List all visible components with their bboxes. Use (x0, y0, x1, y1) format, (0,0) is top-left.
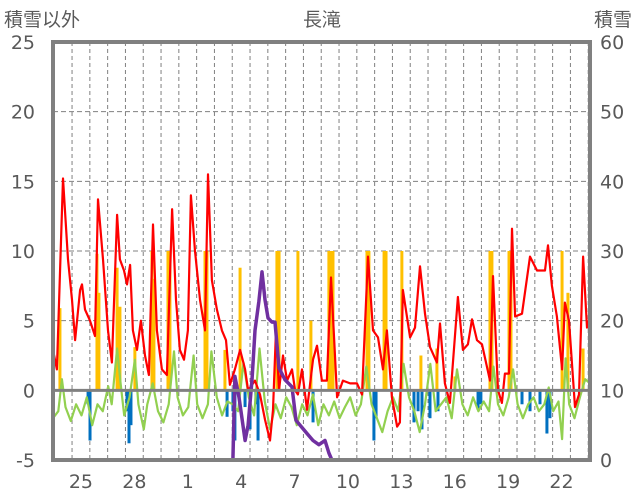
orange-bar (560, 251, 564, 391)
orange-bar (275, 251, 279, 391)
x-tick-label: 10 (336, 471, 360, 493)
plot-frame (51, 40, 592, 462)
orange-bar (365, 251, 369, 391)
gridlines (53, 42, 590, 460)
x-tick-label: 28 (122, 471, 146, 493)
right-tick-label: 20 (600, 311, 624, 333)
x-tick-label: 1 (182, 471, 194, 493)
right-tick-label: 60 (600, 32, 624, 54)
blue-bar (520, 390, 524, 405)
orange-bar (277, 251, 281, 391)
orange-bar (419, 355, 423, 391)
left-tick-label: -5 (16, 450, 35, 472)
orange-bar (296, 251, 300, 391)
orange-bar (150, 251, 154, 391)
x-tick-label: 7 (288, 471, 300, 493)
right-tick-label: 30 (600, 241, 624, 263)
blue-bar (476, 390, 480, 410)
left-tick-label: 15 (11, 171, 35, 193)
blue-bar (412, 390, 416, 423)
orange-bar (95, 253, 99, 391)
orange-bar (205, 251, 209, 391)
blue-bar (420, 390, 424, 430)
left-tick-label: 25 (11, 32, 35, 54)
orange-bar (115, 267, 119, 391)
right-tick-label: 40 (600, 171, 624, 193)
orange-bar (382, 251, 386, 391)
orange-bar (223, 349, 227, 391)
left-tick-label: 0 (23, 380, 35, 402)
blue-bar (374, 390, 378, 419)
blue-bar (479, 390, 483, 405)
blue-bar (125, 390, 129, 412)
right-tick-label: 0 (600, 450, 612, 472)
right-axis-label: 積雪 (594, 9, 632, 31)
orange-bar (309, 320, 313, 391)
left-axis-label: 積雪以外 (4, 9, 80, 31)
left-tick-label: 20 (11, 102, 35, 124)
blue-bar (256, 390, 260, 441)
blue-bar (86, 390, 90, 405)
orange-bar (118, 306, 122, 391)
orange-bar (488, 251, 492, 391)
purple-snow-depth (53, 270, 590, 462)
orange-bar (329, 251, 333, 391)
blue-bar (416, 390, 420, 412)
blue-bar (548, 390, 552, 419)
blue-bar (129, 390, 133, 426)
x-tick-label: 16 (443, 471, 467, 493)
right-tick-label: 10 (600, 380, 624, 402)
blue-bar (436, 390, 440, 412)
right-tick-label: 50 (600, 102, 624, 124)
orange-bar (581, 348, 585, 391)
red-line (51, 173, 592, 442)
x-tick-label: 25 (69, 471, 93, 493)
orange-bar (168, 251, 172, 391)
x-tick-label: 4 (235, 471, 247, 493)
orange-bar (152, 278, 156, 391)
blue-bar (372, 390, 376, 441)
left-tick-label: 5 (23, 311, 35, 333)
blue-bar (428, 390, 432, 419)
chart-title: 長滝 (303, 9, 341, 31)
blue-bar (538, 390, 542, 405)
blue-bar (127, 390, 131, 444)
x-tick-label: 13 (389, 471, 413, 493)
orange-bar (435, 348, 439, 391)
orange-bar (97, 292, 101, 391)
orange-bar (58, 308, 62, 391)
orange-bar (238, 267, 242, 391)
left-tick-label: 10 (11, 241, 35, 263)
x-tick-label: 19 (496, 471, 520, 493)
blue-bar (545, 390, 549, 434)
blue-bar (243, 390, 247, 408)
orange-bar (566, 292, 570, 391)
orange-bar (384, 251, 388, 391)
blue-bar (311, 390, 315, 423)
x-tick-label: 22 (549, 471, 573, 493)
orange-bar (367, 251, 371, 391)
